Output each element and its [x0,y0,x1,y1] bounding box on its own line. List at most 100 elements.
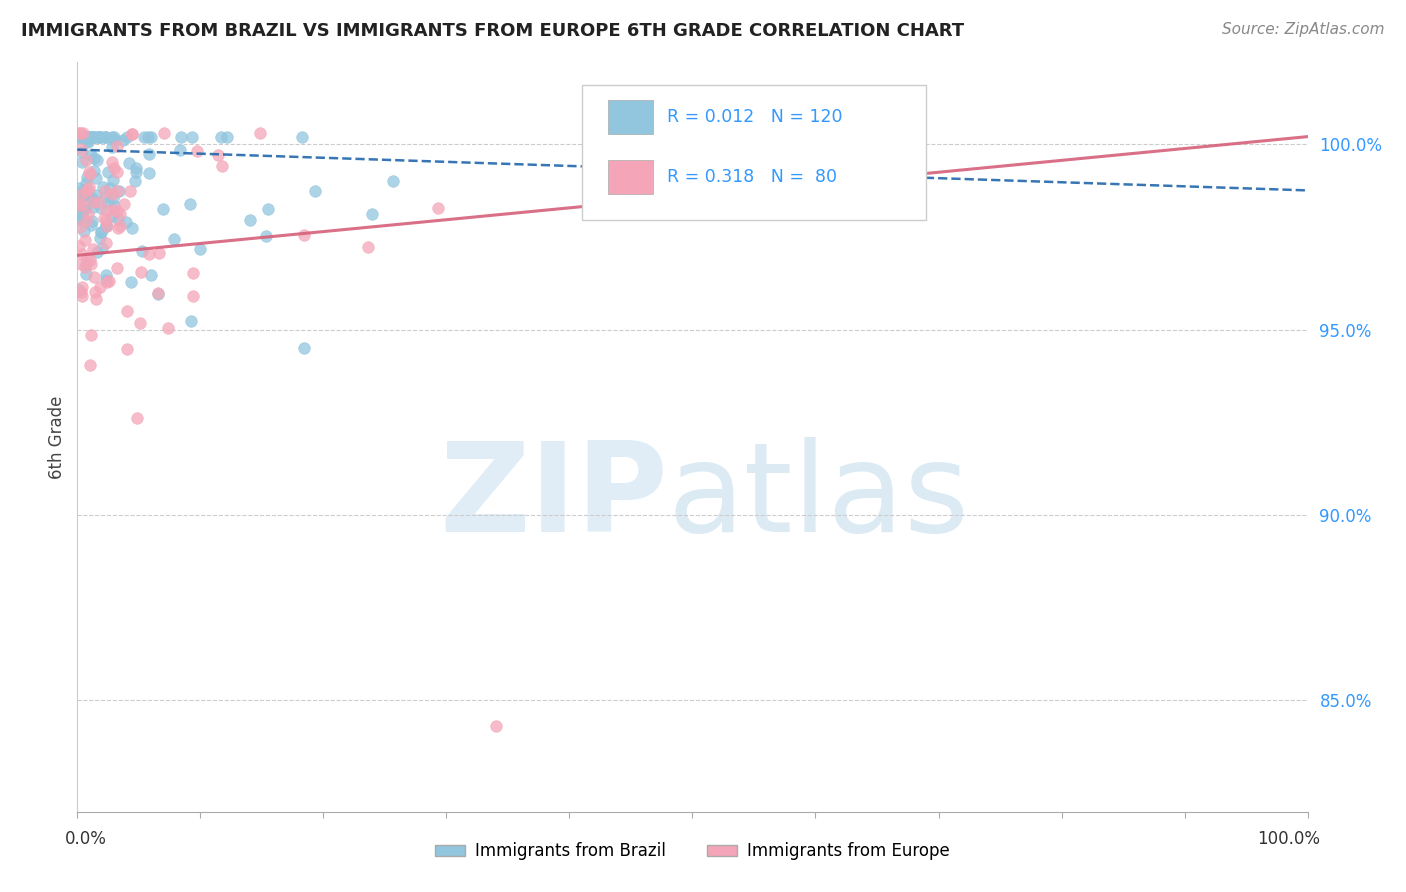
Point [186,145,208,159]
Point [382,174,405,188]
Point [127,411,149,425]
Point [181,129,204,144]
Point [75,129,97,144]
Point [132,129,155,144]
Point [72,129,94,144]
Point [124,164,146,178]
Point [76,170,98,185]
FancyBboxPatch shape [582,85,927,219]
Text: ZIP: ZIP [439,436,668,558]
Point [207,147,229,161]
Point [101,209,124,223]
Point [148,286,170,301]
Legend: Immigrants from Brazil, Immigrants from Europe: Immigrants from Brazil, Immigrants from … [429,836,956,867]
Point [70,189,93,203]
Point [73,129,96,144]
FancyBboxPatch shape [607,160,654,194]
Point [72,246,94,260]
FancyBboxPatch shape [607,100,654,135]
Text: IMMIGRANTS FROM BRAZIL VS IMMIGRANTS FROM EUROPE 6TH GRADE CORRELATION CHART: IMMIGRANTS FROM BRAZIL VS IMMIGRANTS FRO… [21,22,965,40]
Point [141,129,163,144]
Point [86,244,108,259]
Point [181,289,204,303]
Point [179,196,201,211]
Point [94,219,117,234]
Point [426,201,449,215]
Point [94,203,117,218]
Point [70,285,93,299]
Point [72,198,94,212]
Point [69,126,91,140]
Point [77,189,100,203]
Point [291,129,314,144]
Point [124,173,146,187]
Point [105,184,128,198]
Point [170,129,193,144]
Point [96,129,118,144]
Point [105,138,128,153]
Point [138,166,160,180]
Point [82,129,104,144]
Point [80,218,103,232]
Point [82,191,104,205]
Point [129,265,152,279]
Point [82,129,104,144]
Point [90,225,112,239]
Point [239,212,262,227]
Point [94,212,117,227]
Point [103,203,125,218]
Point [90,201,112,215]
Text: 100.0%: 100.0% [1257,830,1320,848]
Text: R = 0.012   N = 120: R = 0.012 N = 120 [666,108,842,126]
Point [67,239,90,253]
Point [107,212,129,227]
Point [136,129,159,144]
Point [76,129,98,144]
Point [75,233,97,247]
Point [254,229,277,244]
Point [70,142,93,156]
Point [485,719,508,733]
Point [180,314,202,328]
Point [91,241,114,255]
Point [129,316,152,330]
Point [75,268,97,282]
Point [118,156,141,170]
Point [163,232,186,246]
Point [96,273,118,287]
Point [146,286,169,301]
Point [356,239,378,253]
Point [67,283,90,297]
Point [97,165,120,179]
Point [94,268,117,282]
Point [93,211,115,225]
Point [82,242,104,256]
Point [209,129,232,144]
Point [138,246,160,260]
Point [69,193,91,207]
Point [70,289,93,303]
Point [103,198,125,212]
Point [76,134,98,148]
Point [100,129,122,144]
Point [111,133,134,147]
Point [131,244,153,259]
Point [96,275,118,289]
Point [89,279,111,293]
Point [94,190,117,204]
Point [84,129,107,144]
Point [87,129,110,144]
Point [75,214,97,228]
Text: atlas: atlas [668,436,970,558]
Text: 0.0%: 0.0% [65,830,107,848]
Point [103,129,125,144]
Point [87,194,110,209]
Point [152,202,174,216]
Point [75,257,97,271]
Point [67,126,90,140]
Point [82,129,104,144]
Point [82,200,104,214]
Point [76,251,98,265]
Point [77,179,100,194]
Point [77,183,100,197]
